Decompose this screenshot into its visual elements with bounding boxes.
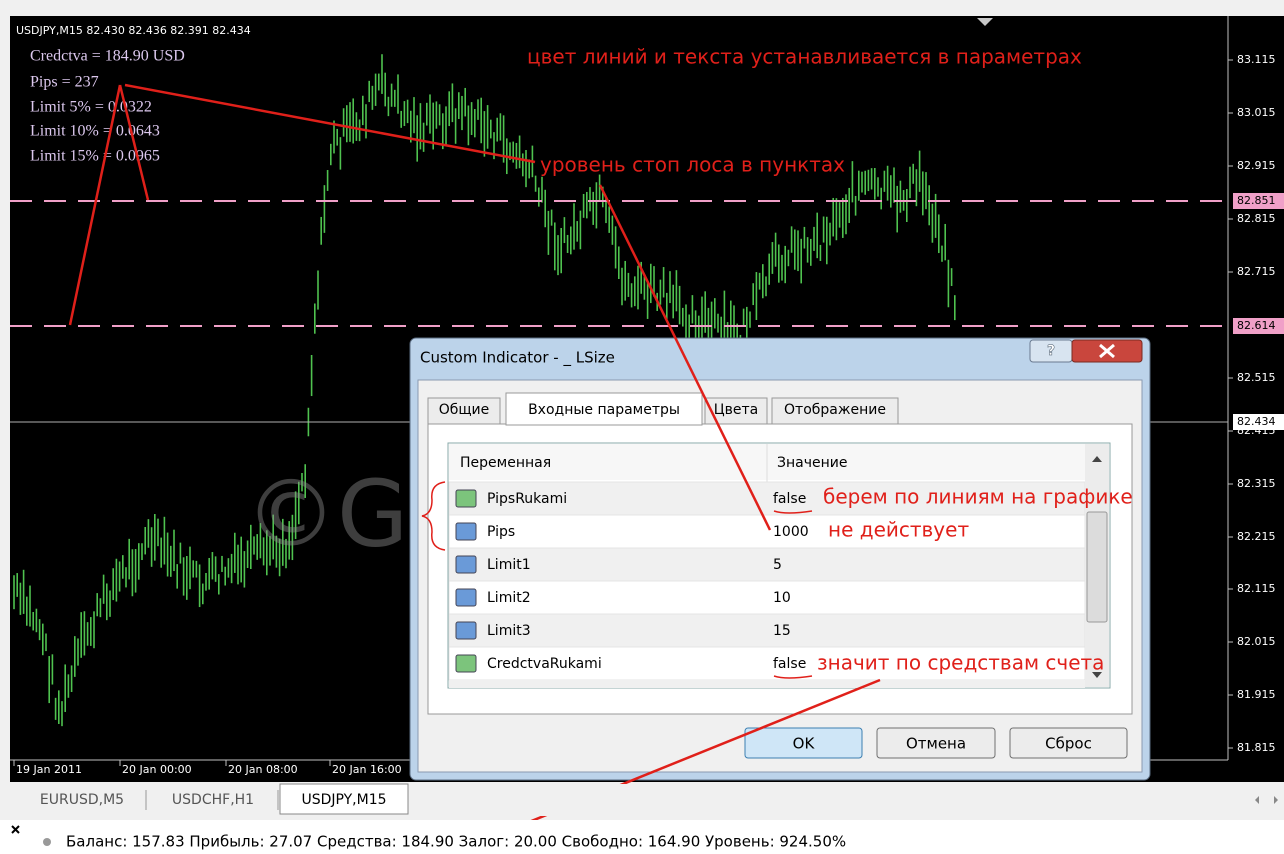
price-label: 82.015: [1237, 635, 1276, 648]
indicator-info: Limit 15% = 0.0965: [30, 148, 160, 165]
table-row[interactable]: [449, 614, 1085, 647]
annotation: берем по линиям на графике: [823, 485, 1133, 509]
param-name: Limit3: [487, 623, 531, 639]
annotation: цвет линий и текста устанавливается в па…: [527, 45, 1082, 69]
chart-tab-label: USDJPY,M15: [301, 792, 386, 808]
button-label: Сброс: [1045, 735, 1092, 753]
time-label: 20 Jan 08:00: [228, 763, 298, 776]
price-label: 82.115: [1237, 582, 1276, 595]
indicator-info: Pips = 237: [30, 74, 99, 91]
table-row[interactable]: [449, 581, 1085, 614]
symbol-header: USDJPY,M15 82.430 82.436 82.391 82.434: [16, 24, 251, 37]
price-label: 82.915: [1237, 159, 1276, 172]
indicator-info: Limit 5% = 0.0322: [30, 99, 152, 116]
type-icon: [456, 523, 476, 540]
annotation: не действует: [828, 518, 969, 542]
price-label: 82.515: [1237, 371, 1276, 384]
price-label: 82.815: [1237, 212, 1276, 225]
price-label: 83.115: [1237, 53, 1276, 66]
type-icon: [456, 655, 476, 672]
param-value: 1000: [773, 524, 809, 540]
column-header: Значение: [777, 455, 847, 471]
time-label: 20 Jan 16:00: [332, 763, 402, 776]
annotation: значит по средствам счета: [817, 651, 1104, 675]
param-name: CredctvaRukami: [487, 656, 602, 672]
table-row[interactable]: [449, 515, 1085, 548]
type-icon: [456, 490, 476, 507]
tab-label: Отображение: [784, 402, 886, 418]
annotation: уровень стоп лоса в пунктах: [540, 153, 845, 177]
column-header: Переменная: [460, 455, 551, 471]
price-label: 82.715: [1237, 265, 1276, 278]
param-value: 10: [773, 590, 791, 606]
price-label: 82.315: [1237, 477, 1276, 490]
status-text: Баланс: 157.83 Прибыль: 27.07 Средства: …: [66, 833, 846, 851]
type-icon: [456, 589, 476, 606]
price-label: 82.215: [1237, 530, 1276, 543]
button-label: OK: [793, 735, 816, 753]
tab-label: Входные параметры: [528, 402, 680, 418]
page: USDJPY,M15 82.430 82.436 82.391 82.434 Cr…: [0, 0, 1284, 854]
indicator-info: Credctva = 184.90 USD: [30, 48, 185, 65]
status-dot: [43, 838, 51, 846]
price-label: 81.815: [1237, 741, 1276, 754]
type-icon: [456, 556, 476, 573]
param-value: 5: [773, 557, 782, 573]
screenshot: USDJPY,M15 82.430 82.436 82.391 82.434 Cr…: [0, 0, 1284, 854]
param-name: Pips: [487, 524, 515, 540]
button-label: Отмена: [906, 735, 966, 753]
price-label: 83.015: [1237, 106, 1276, 119]
param-name: Limit1: [487, 557, 531, 573]
price-marker-label: 82.614: [1237, 319, 1276, 332]
help-label: ?: [1047, 343, 1055, 359]
price-label: 81.915: [1237, 688, 1276, 701]
scroll-thumb[interactable]: [1087, 512, 1107, 622]
tab-label: Общие: [439, 402, 490, 418]
partial-row: [449, 680, 1085, 688]
chart-tab-label: USDCHF,H1: [172, 792, 254, 808]
param-value: false: [773, 491, 806, 507]
time-label: 19 Jan 2011: [16, 763, 82, 776]
table-row[interactable]: [449, 548, 1085, 581]
param-name: PipsRukami: [487, 491, 567, 507]
dialog-title: Custom Indicator - _ LSize: [420, 349, 615, 368]
tab-label: Цвета: [714, 402, 758, 418]
price-marker-label: 82.434: [1237, 415, 1276, 428]
time-label: 20 Jan 00:00: [122, 763, 192, 776]
chart-tab-label: EURUSD,M5: [40, 792, 124, 808]
param-value: false: [773, 656, 806, 672]
dialog: Custom Indicator - _ LSize? Общие Входные …: [410, 338, 1150, 780]
indicator-info: Limit 10% = 0.0643: [30, 123, 160, 140]
param-name: Limit2: [487, 590, 531, 606]
type-icon: [456, 622, 476, 639]
price-marker-label: 82.851: [1237, 194, 1276, 207]
param-value: 15: [773, 623, 791, 639]
